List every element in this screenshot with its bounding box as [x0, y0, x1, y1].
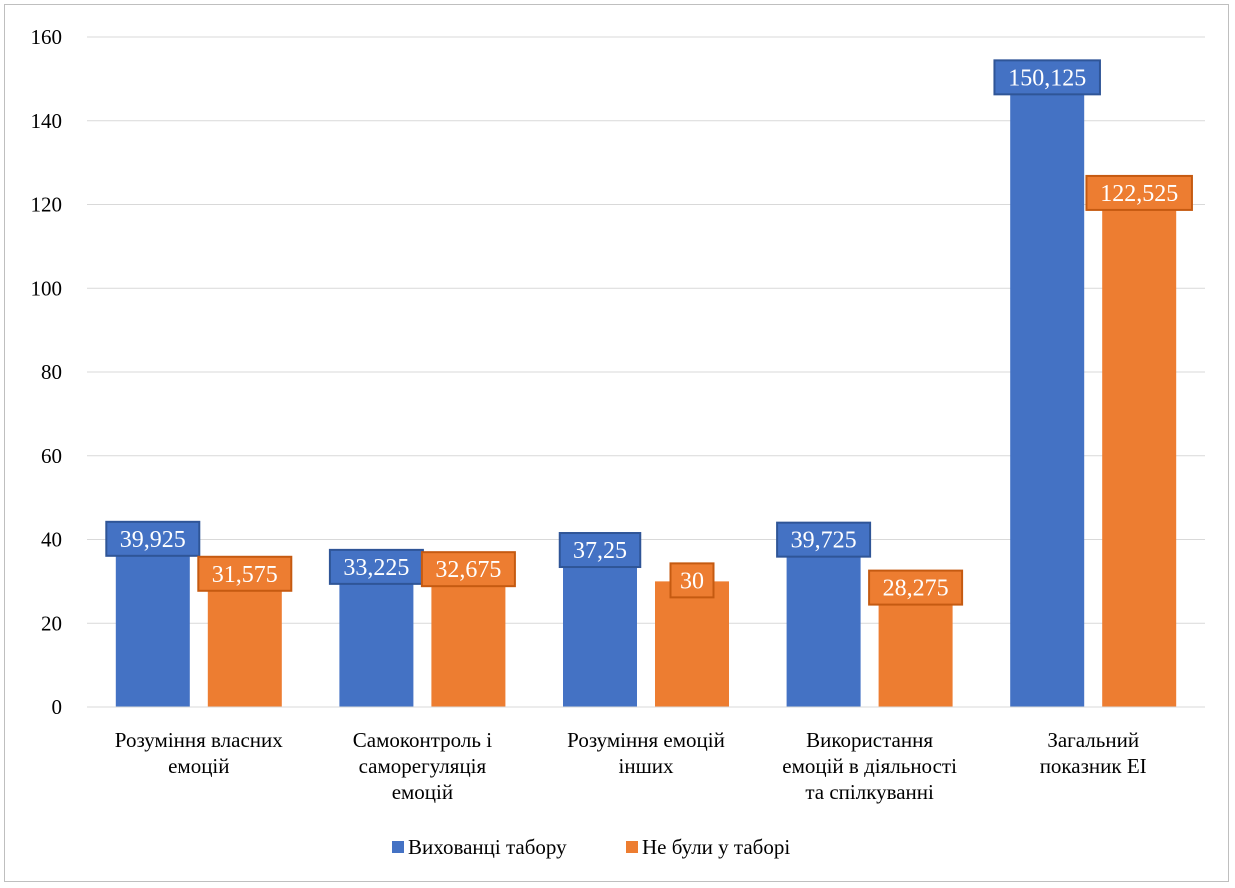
y-tick-label: 0: [52, 695, 63, 719]
data-label-box: [1085, 174, 1193, 211]
x-category-label-line: показник ЕІ: [1040, 754, 1147, 778]
data-label: 32,675: [435, 557, 501, 583]
x-category-label-line: саморегуляція: [359, 754, 487, 778]
data-label-box: [669, 562, 715, 599]
x-category-label-line: Розуміння емоцій: [567, 728, 725, 752]
x-category-label-line: емоцій в діяльності: [782, 754, 957, 778]
x-category-label-line: та спілкуванні: [805, 780, 934, 804]
bar: [339, 567, 414, 707]
bar: [655, 581, 729, 707]
x-category-label: Розуміння власних емоцій: [115, 728, 283, 778]
data-label: 28,275: [883, 576, 949, 602]
y-tick-label: 100: [31, 276, 63, 300]
x-category-label-line: інших: [619, 754, 674, 778]
x-category-label-line: Самоконтроль і: [353, 728, 492, 752]
data-label: 39,725: [791, 528, 857, 554]
data-label-box: [993, 59, 1101, 96]
data-label: 30: [680, 568, 704, 594]
x-category-label-line: Використання: [806, 728, 933, 752]
bar: [207, 574, 282, 707]
legend-swatch: [392, 841, 404, 853]
bar: [563, 551, 637, 707]
bar: [1102, 193, 1177, 707]
legend-label: Вихованці табору: [408, 835, 567, 859]
bar: [878, 588, 953, 707]
x-category-label: Самоконтроль і саморегуляція емоцій: [353, 728, 492, 804]
y-tick-label: 80: [41, 360, 62, 384]
bar: [786, 540, 861, 707]
x-category-label-line: емоцій: [168, 754, 229, 778]
bar: [115, 539, 190, 707]
data-label-box: [420, 551, 516, 588]
x-category-label: Розуміння емоцій інших: [567, 728, 725, 778]
y-tick-label: 60: [41, 444, 62, 468]
x-category-label-line: Загальний: [1047, 728, 1139, 752]
y-tick-label: 160: [31, 25, 63, 49]
data-label-box: [558, 532, 642, 569]
data-label-box: [328, 548, 424, 585]
data-label-box: [105, 520, 201, 557]
legend-label: Не були у таборі: [642, 835, 790, 859]
x-category-label: Загальний показник ЕІ: [1040, 728, 1147, 778]
data-label: 37,25: [573, 538, 627, 564]
x-category-label: Використання емоцій в діяльності та спілку…: [782, 728, 957, 804]
y-tick-label: 20: [41, 611, 62, 635]
data-label-box: [868, 569, 964, 606]
x-category-label-line: емоцій: [392, 780, 453, 804]
data-label: 39,925: [120, 527, 186, 553]
bar: [431, 570, 506, 707]
y-tick-label: 140: [31, 109, 63, 133]
data-label: 31,575: [212, 562, 278, 588]
data-label-box: [197, 555, 293, 592]
x-category-label-line: Розуміння власних: [115, 728, 283, 752]
data-label: 33,225: [343, 555, 409, 581]
legend-swatch: [626, 841, 638, 853]
y-tick-label: 120: [31, 193, 63, 217]
y-tick-label: 40: [41, 528, 62, 552]
data-label-box: [776, 521, 872, 558]
data-label: 122,525: [1100, 181, 1178, 207]
data-label: 150,125: [1008, 65, 1086, 91]
bar: [1010, 78, 1085, 707]
